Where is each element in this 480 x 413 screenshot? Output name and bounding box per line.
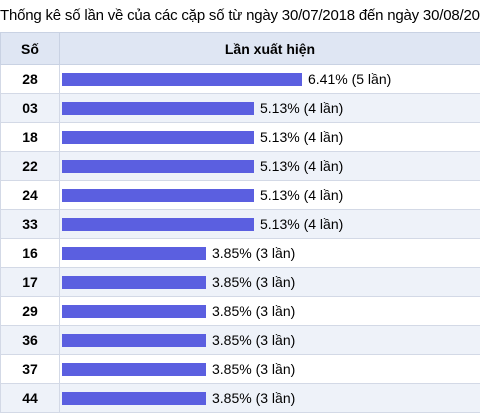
pair-number: 36	[1, 326, 60, 355]
frequency-label: 3.85% (3 lần)	[212, 245, 295, 261]
table-row: 33 5.13% (4 lần)	[1, 210, 480, 239]
frequency-label: 5.13% (4 lần)	[260, 100, 343, 116]
table-row: 28 6.41% (5 lần)	[1, 65, 480, 94]
pair-number: 03	[1, 94, 60, 123]
frequency-label: 3.85% (3 lần)	[212, 332, 295, 348]
frequency-bar	[62, 73, 302, 86]
table-row: 22 5.13% (4 lần)	[1, 152, 480, 181]
frequency-bar	[62, 102, 254, 115]
table-row: 44 3.85% (3 lần)	[1, 384, 480, 413]
frequency-label: 5.13% (4 lần)	[260, 129, 343, 145]
frequency-bar	[62, 218, 254, 231]
frequency-label: 5.13% (4 lần)	[260, 158, 343, 174]
bar-cell: 5.13% (4 lần)	[60, 123, 480, 152]
page-title: Thống kê số lần về của các cặp số từ ngà…	[0, 0, 480, 32]
column-header-count: Lần xuất hiện	[60, 33, 480, 65]
pair-number: 22	[1, 152, 60, 181]
frequency-bar	[62, 276, 206, 289]
frequency-bar	[62, 131, 254, 144]
table-row: 36 3.85% (3 lần)	[1, 326, 480, 355]
bar-cell: 3.85% (3 lần)	[60, 268, 480, 297]
bar-cell: 5.13% (4 lần)	[60, 181, 480, 210]
bar-cell: 6.41% (5 lần)	[60, 65, 480, 94]
frequency-label: 3.85% (3 lần)	[212, 390, 295, 406]
pair-number: 44	[1, 384, 60, 413]
table-row: 16 3.85% (3 lần)	[1, 239, 480, 268]
frequency-bar	[62, 189, 254, 202]
frequency-label: 5.13% (4 lần)	[260, 187, 343, 203]
table-row: 03 5.13% (4 lần)	[1, 94, 480, 123]
frequency-bar	[62, 305, 206, 318]
frequency-label: 3.85% (3 lần)	[212, 361, 295, 377]
pair-number: 18	[1, 123, 60, 152]
pair-number: 37	[1, 355, 60, 384]
pair-number: 17	[1, 268, 60, 297]
frequency-label: 6.41% (5 lần)	[308, 71, 391, 87]
frequency-label: 5.13% (4 lần)	[260, 216, 343, 232]
pair-number: 33	[1, 210, 60, 239]
table-body: 28 6.41% (5 lần) 03 5.13% (4 lần) 18 5.13% (4…	[1, 65, 480, 413]
frequency-bar	[62, 247, 206, 260]
bar-cell: 3.85% (3 lần)	[60, 326, 480, 355]
bar-cell: 3.85% (3 lần)	[60, 355, 480, 384]
bar-cell: 5.13% (4 lần)	[60, 210, 480, 239]
table-row: 29 3.85% (3 lần)	[1, 297, 480, 326]
table-row: 37 3.85% (3 lần)	[1, 355, 480, 384]
bar-cell: 3.85% (3 lần)	[60, 239, 480, 268]
bar-cell: 5.13% (4 lần)	[60, 94, 480, 123]
frequency-label: 3.85% (3 lần)	[212, 274, 295, 290]
frequency-bar	[62, 334, 206, 347]
frequency-bar	[62, 392, 206, 405]
pair-number: 16	[1, 239, 60, 268]
frequency-bar	[62, 160, 254, 173]
bar-cell: 3.85% (3 lần)	[60, 384, 480, 413]
table-row: 17 3.85% (3 lần)	[1, 268, 480, 297]
table-row: 18 5.13% (4 lần)	[1, 123, 480, 152]
frequency-table: Số Lần xuất hiện 28 6.41% (5 lần) 03 5.13% …	[0, 32, 480, 413]
table-header-row: Số Lần xuất hiện	[1, 33, 480, 65]
pair-number: 28	[1, 65, 60, 94]
pair-number: 29	[1, 297, 60, 326]
bar-cell: 5.13% (4 lần)	[60, 152, 480, 181]
frequency-bar	[62, 363, 206, 376]
pair-number: 24	[1, 181, 60, 210]
bar-cell: 3.85% (3 lần)	[60, 297, 480, 326]
column-header-number: Số	[1, 33, 60, 65]
table-row: 24 5.13% (4 lần)	[1, 181, 480, 210]
frequency-label: 3.85% (3 lần)	[212, 303, 295, 319]
